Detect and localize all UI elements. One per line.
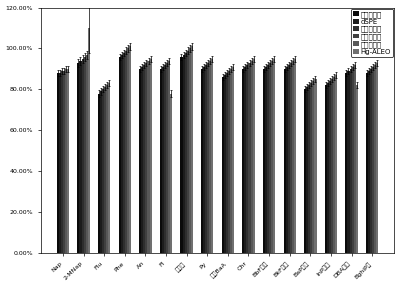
Bar — [263, 69, 265, 253]
Bar — [376, 63, 378, 253]
Bar — [209, 61, 211, 253]
Bar — [191, 46, 193, 253]
Bar — [306, 87, 308, 253]
Bar — [106, 85, 108, 253]
Bar — [304, 90, 306, 253]
Bar — [141, 67, 143, 253]
Bar — [166, 63, 168, 253]
Bar — [102, 90, 104, 253]
Bar — [265, 67, 267, 253]
Bar — [205, 65, 207, 253]
Bar — [345, 73, 348, 253]
Bar — [366, 73, 368, 253]
Bar — [211, 59, 214, 253]
Bar — [67, 69, 69, 253]
Bar — [88, 28, 90, 253]
Bar — [100, 92, 102, 253]
Bar — [372, 67, 374, 253]
Bar — [294, 59, 296, 253]
Bar — [271, 61, 273, 253]
Bar — [333, 77, 335, 253]
Bar — [63, 71, 65, 253]
Bar — [327, 83, 329, 253]
Bar — [61, 71, 63, 253]
Bar — [129, 46, 131, 253]
Bar — [246, 65, 248, 253]
Bar — [104, 87, 106, 253]
Bar — [119, 57, 121, 253]
Bar — [170, 94, 172, 253]
Bar — [224, 75, 226, 253]
Bar — [59, 73, 61, 253]
Bar — [352, 67, 354, 253]
Bar — [139, 69, 141, 253]
Bar — [242, 69, 244, 253]
Bar — [284, 69, 286, 253]
Bar — [248, 63, 250, 253]
Bar — [368, 71, 370, 253]
Bar — [269, 63, 271, 253]
Bar — [203, 67, 205, 253]
Bar — [57, 73, 59, 253]
Bar — [180, 57, 182, 253]
Bar — [65, 69, 67, 253]
Bar — [86, 55, 88, 253]
Bar — [168, 61, 170, 253]
Bar — [162, 67, 164, 253]
Bar — [121, 55, 123, 253]
Bar — [184, 53, 187, 253]
Bar — [348, 71, 350, 253]
Bar — [82, 59, 84, 253]
Bar — [230, 69, 232, 253]
Bar — [374, 65, 376, 253]
Bar — [98, 94, 100, 253]
Bar — [148, 61, 150, 253]
Bar — [146, 63, 148, 253]
Bar — [77, 63, 80, 253]
Bar — [228, 71, 230, 253]
Bar — [143, 65, 146, 253]
Bar — [80, 61, 82, 253]
Bar — [312, 81, 314, 253]
Bar — [253, 59, 255, 253]
Bar — [267, 65, 269, 253]
Bar — [288, 65, 290, 253]
Bar — [182, 55, 184, 253]
Bar — [356, 85, 358, 253]
Bar — [222, 77, 224, 253]
Bar — [160, 69, 162, 253]
Bar — [187, 51, 189, 253]
Bar — [207, 63, 209, 253]
Bar — [314, 79, 316, 253]
Bar — [350, 69, 352, 253]
Bar — [244, 67, 246, 253]
Bar — [125, 51, 127, 253]
Bar — [354, 65, 356, 253]
Bar — [335, 75, 337, 253]
Bar — [127, 49, 129, 253]
Bar — [232, 67, 234, 253]
Bar — [290, 63, 292, 253]
Bar — [108, 83, 110, 253]
Bar — [286, 67, 288, 253]
Bar — [325, 85, 327, 253]
Bar — [308, 85, 310, 253]
Bar — [84, 57, 86, 253]
Bar — [273, 59, 275, 253]
Bar — [189, 49, 191, 253]
Bar — [250, 61, 253, 253]
Bar — [123, 53, 125, 253]
Bar — [329, 81, 331, 253]
Bar — [292, 61, 294, 253]
Bar — [331, 79, 333, 253]
Bar — [150, 59, 152, 253]
Bar — [310, 83, 312, 253]
Bar — [226, 73, 228, 253]
Bar — [370, 69, 372, 253]
Legend: 超声波抄抄, dSPE, 一去摩除辣, 一去摩除辤, 一去摩除辥, Hg-ALEO: 超声波抄抄, dSPE, 一去摩除辣, 一去摩除辤, 一去摩除辥, Hg-ALE… — [351, 9, 393, 57]
Bar — [164, 65, 166, 253]
Bar — [201, 69, 203, 253]
